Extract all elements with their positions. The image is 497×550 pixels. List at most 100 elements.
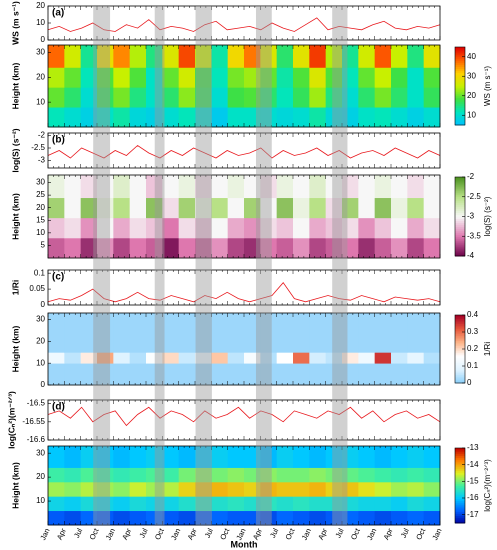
heat-cell: [358, 45, 376, 68]
colorbar-tick-label: 40: [467, 52, 476, 61]
heat-cell: [276, 467, 294, 483]
heat-cell: [129, 510, 147, 526]
colorbar-step: [455, 357, 465, 360]
heat-cell: [80, 467, 98, 483]
heat-cell: [325, 481, 343, 497]
colorbar-step: [455, 377, 465, 381]
heat-cell: [309, 175, 327, 199]
heat-cell: [162, 217, 180, 239]
heat-cell: [211, 481, 229, 497]
colorbar-step: [455, 355, 465, 358]
x-tick-label: Oct: [349, 526, 362, 541]
heat-cell: [325, 237, 343, 259]
colorbar-step: [455, 448, 465, 451]
colorbar-step: [455, 182, 465, 186]
heat-cell: [244, 237, 261, 259]
heat-cell: [146, 363, 163, 386]
heat-cell: [391, 481, 408, 497]
heat-cell: [211, 45, 229, 68]
colorbar-step: [455, 478, 465, 481]
colorbar-step: [455, 192, 465, 196]
heat-cell: [64, 217, 82, 239]
x-tick-label: Jan: [365, 527, 378, 542]
y-axis-label: WS (m s⁻¹): [10, 1, 20, 45]
heat-cell: [146, 197, 163, 219]
heat-cell: [211, 175, 229, 199]
colorbar-step: [455, 496, 465, 500]
heat-cell: [423, 237, 441, 259]
heat-cell: [195, 107, 212, 128]
heat-cell: [97, 496, 114, 512]
colorbar-step: [455, 254, 465, 257]
x-tick-label: Apr: [55, 526, 68, 541]
colorbar-step: [455, 381, 465, 384]
heat-cell: [195, 175, 212, 199]
colorbar-step: [455, 359, 465, 362]
heat-cell: [195, 446, 212, 468]
colorbar-step: [455, 218, 465, 221]
colorbar-step: [455, 342, 465, 345]
heat-cell: [195, 352, 212, 364]
heat-cell: [260, 313, 278, 353]
heat-cell: [276, 313, 294, 353]
heat-cell: [64, 107, 82, 128]
heat-cell: [227, 363, 245, 386]
colorbar-step: [455, 472, 465, 475]
heat-cell: [97, 510, 114, 526]
heat-cell: [64, 446, 82, 468]
heat-cell: [113, 496, 131, 512]
colorbar-step: [455, 87, 465, 91]
colorbar-step: [455, 76, 465, 79]
colorbar-step: [455, 78, 465, 81]
colorbar-step: [455, 500, 465, 503]
colorbar-step: [455, 202, 465, 206]
y-tick-label: 30: [36, 448, 45, 457]
heat-cell: [146, 87, 163, 108]
colorbar-step: [455, 479, 465, 483]
heat-cell: [80, 217, 98, 239]
heat-cell: [325, 175, 343, 199]
heat-cell: [391, 237, 408, 259]
colorbar-step: [455, 511, 465, 515]
colorbar-step: [455, 515, 465, 518]
heat-cell: [358, 237, 376, 259]
heat-cell: [374, 237, 392, 259]
heat-cell: [276, 87, 294, 108]
heat-cell: [391, 67, 408, 88]
colorbar-step: [455, 80, 465, 83]
heat-cell: [195, 510, 212, 526]
heat-cell: [342, 496, 359, 512]
heat-cell: [162, 496, 180, 512]
heat-cell: [244, 175, 261, 199]
heat-cell: [374, 446, 392, 468]
colorbar-step: [455, 178, 465, 182]
y-tick-label: 0: [41, 300, 46, 309]
heat-cell: [64, 352, 82, 364]
heat-cell: [260, 467, 278, 483]
heat-cell: [178, 363, 196, 386]
colorbar-step: [455, 360, 465, 364]
colorbar-step: [455, 107, 465, 110]
heat-cell: [325, 363, 343, 386]
heat-cell: [227, 481, 245, 497]
x-tick-label: Jul: [268, 527, 280, 540]
heat-cell: [162, 67, 180, 88]
heat-cell: [97, 175, 114, 199]
heat-cell: [358, 175, 376, 199]
colorbar-step: [455, 198, 465, 202]
heat-cell: [244, 67, 261, 88]
colorbar-step: [455, 48, 465, 52]
heat-cell: [407, 175, 425, 199]
heat-cell: [260, 107, 278, 128]
x-tick-label: Apr: [186, 526, 199, 541]
colorbar-step: [455, 367, 465, 370]
heat-cell: [374, 352, 392, 364]
y-tick-label: -16.5: [27, 399, 46, 408]
heat-cell: [64, 45, 82, 68]
heat-cell: [260, 67, 278, 88]
heat-cell: [113, 467, 131, 483]
heat-cell: [146, 352, 163, 364]
colorbar-frame: [454, 447, 466, 524]
colorbar-label: 1/Ri: [483, 342, 492, 356]
colorbar-step: [455, 123, 465, 126]
